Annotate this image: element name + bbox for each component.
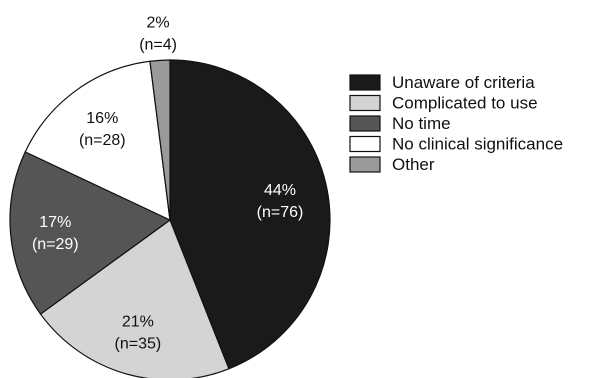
pie-slice-complicated-to-use	[39, 219, 230, 378]
slice-count-label-no-clinical-significance: (n=28)	[79, 132, 126, 149]
legend-swatch-no-clinical-significance	[349, 135, 381, 153]
legend-label-unaware-of-criteria: Unaware of criteria	[392, 73, 535, 92]
legend-swatch-other	[349, 156, 381, 173]
slice-percent-label-no-time: 17%	[39, 214, 71, 231]
slice-labels: 44% (n=76) 21% (n=35) 17% (n=29) 16% (n=28) 2% (n…	[32, 15, 303, 353]
legend-label-other: Other	[392, 155, 435, 174]
legend-swatch-unaware-of-criteria	[349, 74, 381, 91]
slice-percent-label-unaware-of-criteria: 44%	[264, 182, 296, 199]
legend-swatch-complicated-to-use	[349, 94, 381, 112]
pie-slice-unaware-of-criteria	[169, 59, 331, 370]
pie-slice-no-clinical-significance	[24, 60, 171, 222]
legend-label-no-time: No time	[392, 114, 451, 133]
legend-label-no-clinical-significance: No clinical significance	[392, 135, 563, 154]
legend-swatch-no-time	[349, 115, 381, 132]
slice-percent-label-no-clinical-significance: 16%	[86, 110, 118, 127]
slice-count-label-other: (n=4)	[139, 37, 177, 54]
slice-percent-label-complicated-to-use: 21%	[122, 314, 154, 331]
pie-slices	[9, 59, 331, 378]
slice-count-label-complicated-to-use: (n=35)	[115, 336, 162, 353]
pie-slice-other	[149, 59, 171, 221]
pie-slice-no-time	[9, 151, 172, 315]
legend-label-complicated-to-use: Complicated to use	[392, 94, 538, 113]
slice-count-label-no-time: (n=29)	[32, 236, 79, 253]
slice-percent-label-other: 2%	[147, 15, 170, 32]
slice-count-label-unaware-of-criteria: (n=76)	[257, 204, 304, 221]
